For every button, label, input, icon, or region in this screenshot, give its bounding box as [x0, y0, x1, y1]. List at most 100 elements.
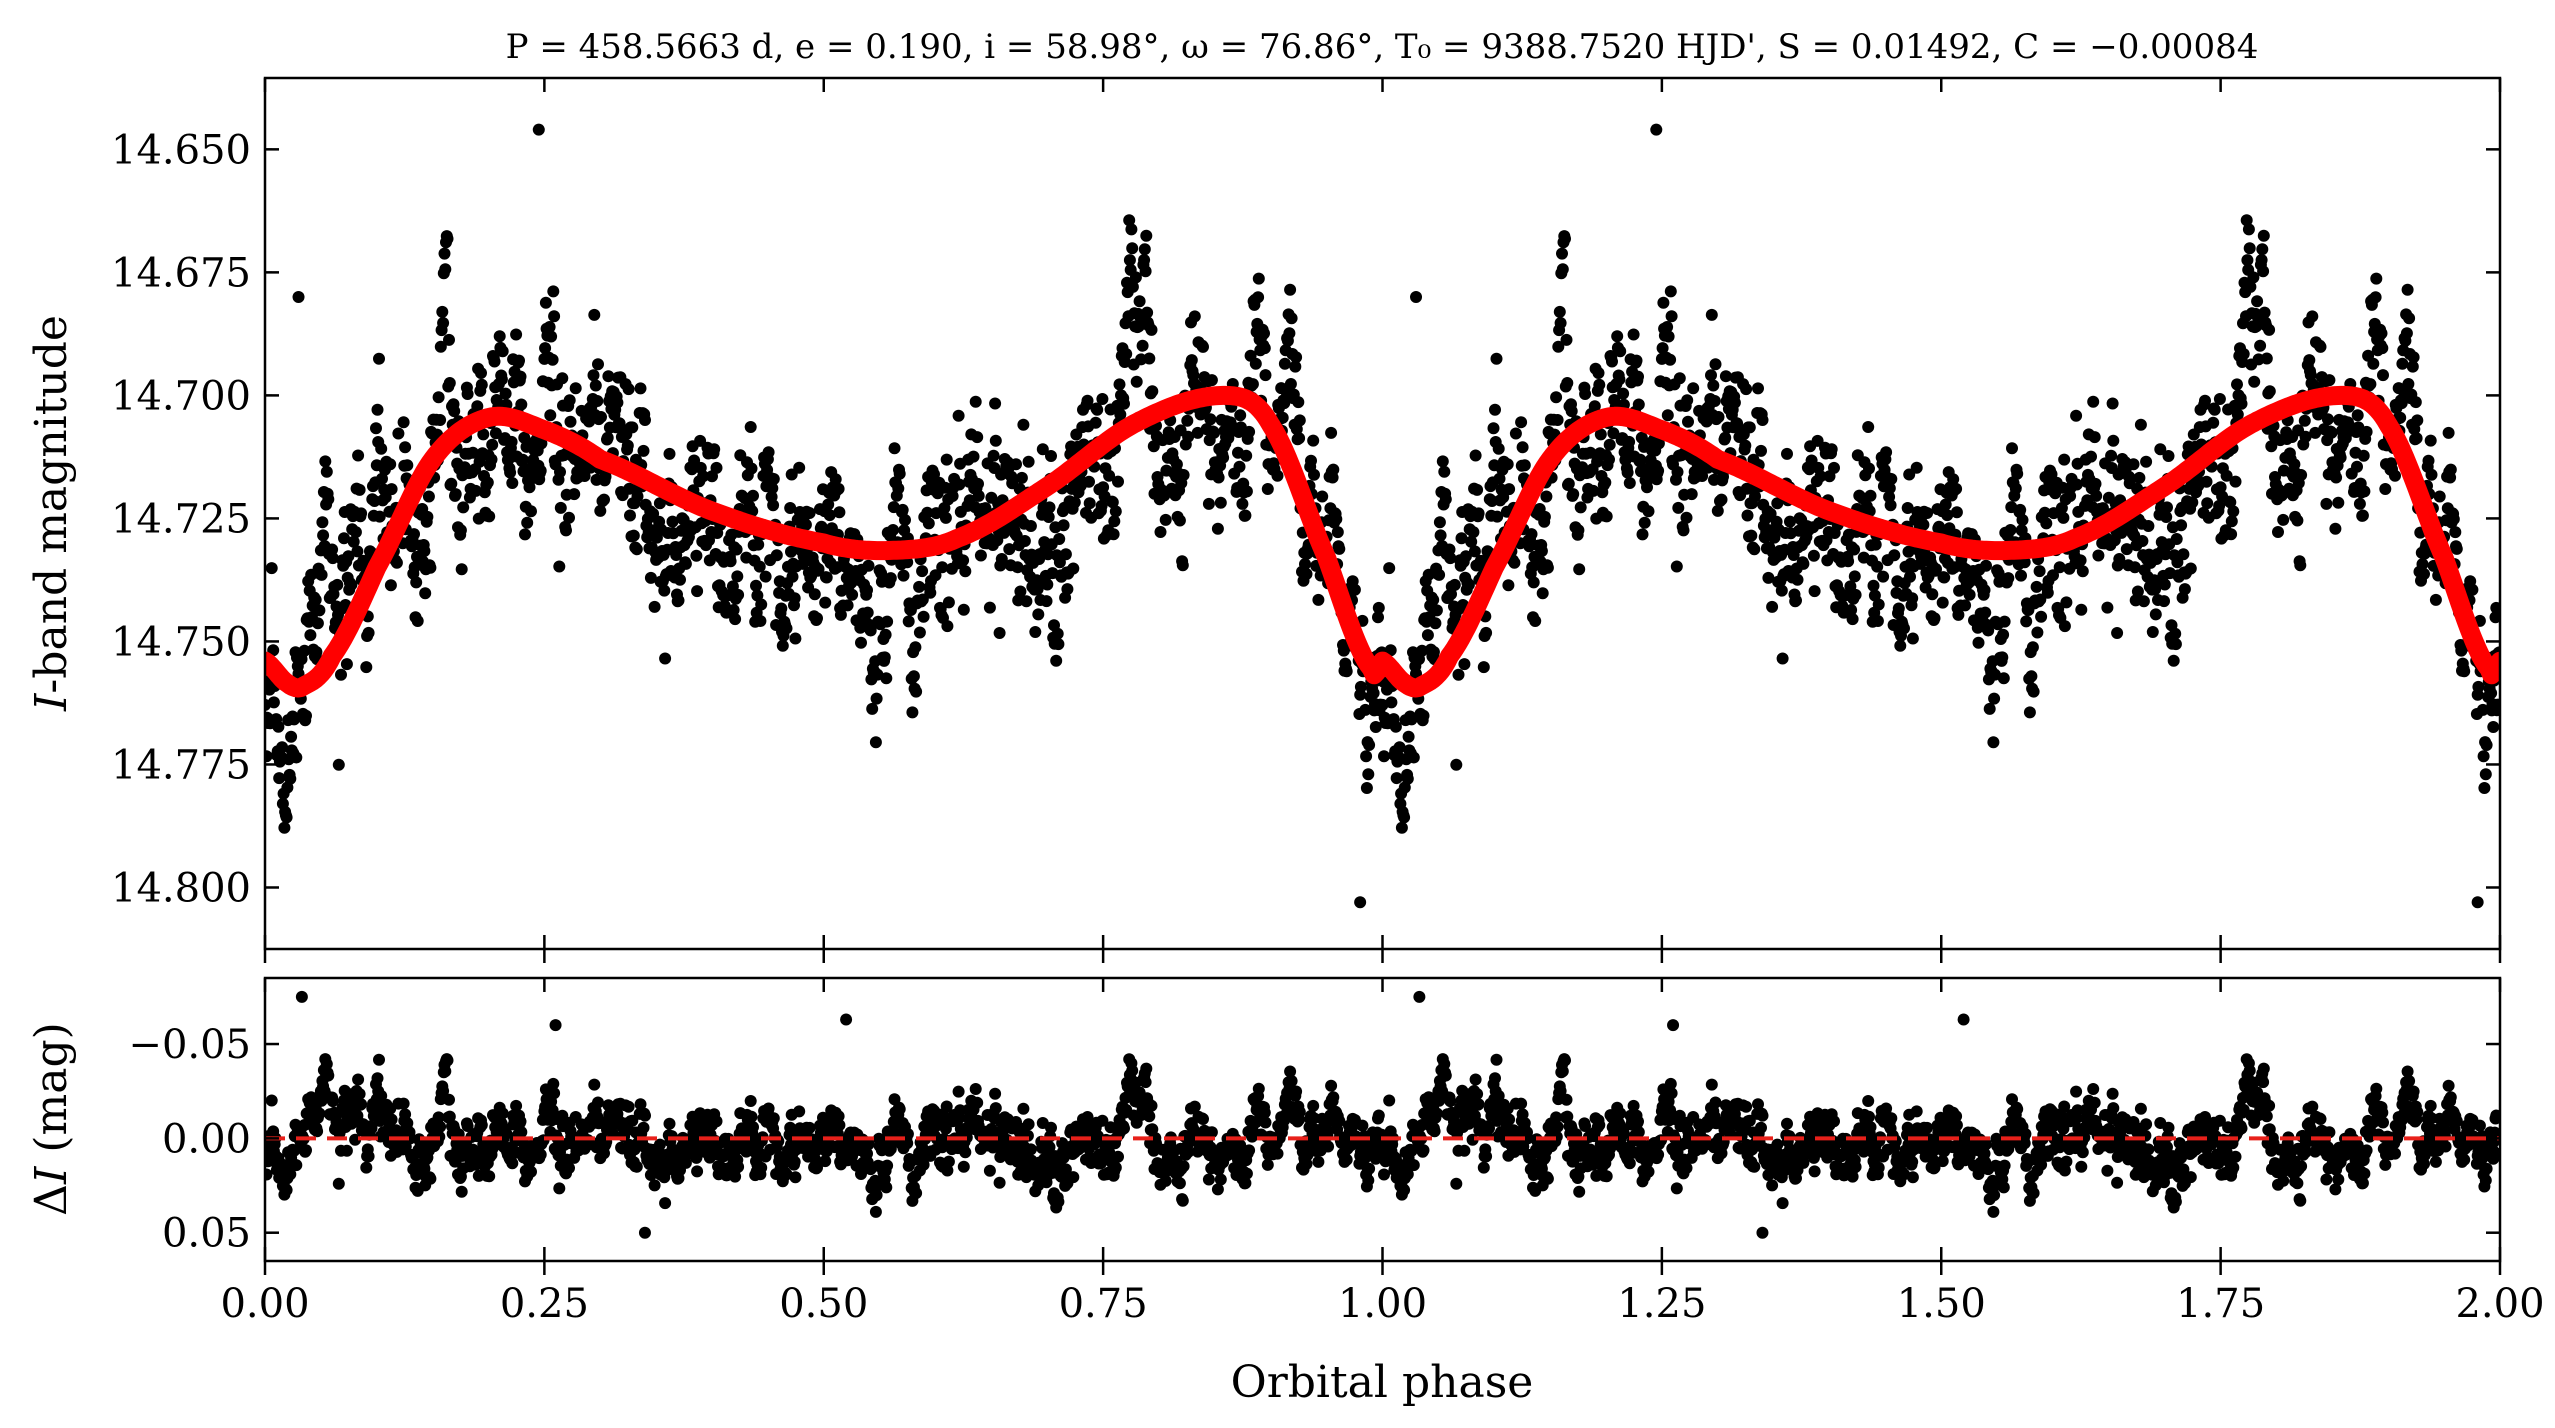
- data-point: [750, 579, 762, 592]
- data-point: [2360, 425, 2373, 438]
- data-point: [265, 562, 278, 575]
- data-point: [2031, 626, 2044, 639]
- data-point: [313, 604, 326, 617]
- residual-point: [553, 1182, 566, 1195]
- data-point: [1880, 446, 1893, 459]
- data-point: [2087, 395, 2100, 408]
- data-point: [2364, 378, 2377, 391]
- residual-point: [525, 1165, 537, 1178]
- data-point: [1926, 588, 1939, 601]
- data-point: [820, 571, 833, 584]
- data-point: [1290, 351, 1303, 364]
- data-point: [2184, 562, 2197, 575]
- residual-point: [697, 1120, 710, 1133]
- data-point: [727, 604, 740, 616]
- residual-point: [1554, 1085, 1567, 1097]
- data-point: [2161, 501, 2173, 514]
- data-point: [309, 593, 322, 606]
- residual-point: [404, 1132, 417, 1145]
- data-point: [1636, 528, 1649, 541]
- data-point: [780, 622, 793, 635]
- residual-point: [634, 1098, 647, 1111]
- data-point: [1389, 720, 1402, 733]
- data-point: [1140, 229, 1153, 242]
- data-point: [1091, 403, 1104, 416]
- data-point: [939, 511, 952, 524]
- data-point: [2030, 580, 2043, 593]
- data-point: [349, 526, 362, 539]
- data-point: [1043, 501, 1056, 514]
- data-point: [819, 596, 832, 609]
- data-point: [1118, 397, 1130, 410]
- data-point: [1551, 414, 1564, 426]
- data-point: [1125, 223, 1138, 236]
- data-point: [1928, 612, 1941, 625]
- data-point: [2401, 283, 2414, 296]
- data-point: [371, 403, 384, 416]
- data-point: [1217, 451, 1230, 464]
- data-point: [1680, 511, 1693, 524]
- data-point: [1123, 254, 1136, 267]
- data-point: [1429, 617, 1442, 630]
- data-point: [2169, 638, 2182, 651]
- data-point: [437, 317, 450, 329]
- data-point: [1898, 622, 1910, 635]
- data-point: [2229, 475, 2242, 488]
- data-point: [1249, 357, 1262, 370]
- data-point: [1202, 497, 1215, 510]
- data-point: [1145, 323, 1158, 336]
- data-point: [2389, 469, 2401, 482]
- residual-point: [1118, 1122, 1130, 1135]
- data-point: [917, 610, 930, 623]
- data-point: [924, 586, 937, 599]
- data-point: [2186, 496, 2199, 509]
- data-point: [2257, 265, 2270, 278]
- data-point: [485, 453, 498, 466]
- data-point: [2314, 340, 2327, 353]
- data-point: [1634, 453, 1647, 466]
- residual-point: [1205, 1126, 1218, 1139]
- residual-point: [375, 1089, 388, 1102]
- data-point: [880, 672, 893, 685]
- data-point: [1579, 388, 1592, 400]
- residual-point: [1126, 1064, 1139, 1077]
- data-point: [697, 470, 710, 483]
- residual-point: [547, 1077, 560, 1090]
- data-point: [2158, 578, 2171, 591]
- data-point: [940, 453, 953, 466]
- bottom-panel: −0.050.000.05 0.00 0.25 0.50 0.75 1.00 1.25 1.…: [26, 976, 2545, 1408]
- data-point: [2002, 572, 2015, 585]
- data-point: [1709, 358, 1722, 371]
- data-point: [1106, 496, 1119, 509]
- residual-point: [1096, 1114, 1109, 1127]
- data-point: [2026, 641, 2039, 654]
- data-point: [2263, 323, 2276, 336]
- data-point: [1950, 482, 1963, 495]
- residual-point: [1112, 1150, 1124, 1163]
- residual-point: [1477, 1161, 1490, 1174]
- data-point: [1518, 459, 1531, 472]
- data-point: [1550, 391, 1563, 404]
- data-point: [1434, 529, 1447, 542]
- residual-point: [1490, 1053, 1503, 1066]
- top-panel-x-axis: [263, 78, 2502, 963]
- data-point: [2254, 339, 2267, 352]
- data-point: [602, 370, 615, 383]
- outlier-point: [1354, 896, 1367, 909]
- data-point: [1755, 444, 1767, 457]
- data-point: [1036, 443, 1049, 456]
- data-point: [829, 473, 842, 486]
- data-point: [870, 692, 883, 705]
- data-point: [674, 573, 686, 586]
- residual-point: [1483, 1122, 1495, 1135]
- residual-point: [340, 1144, 353, 1157]
- data-point: [1562, 477, 1575, 490]
- data-point: [1278, 397, 1291, 410]
- data-point: [1126, 242, 1139, 255]
- data-point: [1108, 515, 1121, 528]
- data-point: [1061, 583, 1074, 596]
- residual-point: [969, 1083, 982, 1095]
- data-point: [2128, 561, 2141, 574]
- data-point: [1258, 342, 1271, 355]
- data-point: [1360, 782, 1373, 794]
